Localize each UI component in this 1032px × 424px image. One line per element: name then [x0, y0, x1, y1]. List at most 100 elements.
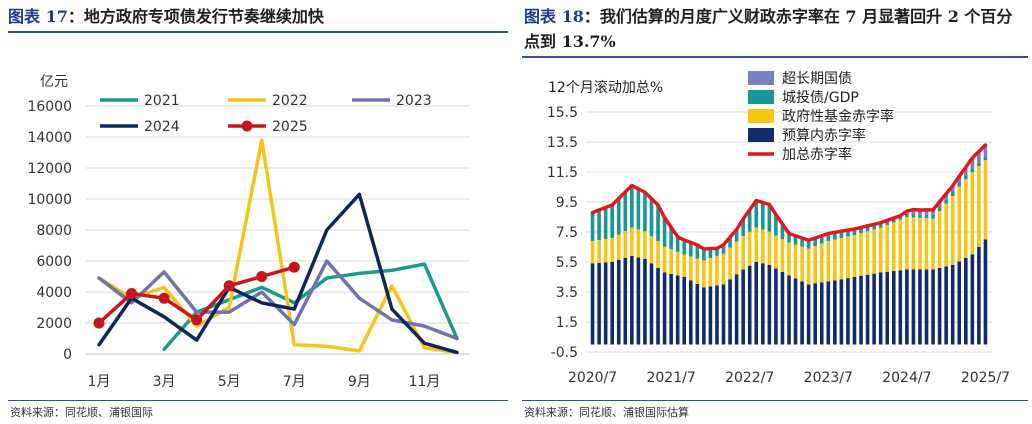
bar-segment-城投债/GDP — [891, 218, 896, 223]
left-source-note: 资料来源：同花顺、浦银国际 — [10, 406, 153, 419]
bar-segment-预算内赤字率 — [885, 271, 890, 345]
bar-segment-预算内赤字率 — [950, 265, 955, 345]
bar-segment-超长期国债 — [911, 209, 916, 215]
bar-segment-城投债/GDP — [610, 205, 614, 238]
bar-segment-超长期国债 — [970, 157, 975, 169]
bar-segment-预算内赤字率 — [819, 282, 824, 345]
bar-segment-超长期国债 — [964, 167, 968, 176]
bar-segment-预算内赤字率 — [826, 281, 831, 345]
right-x-tick-label: 2021/7 — [646, 370, 695, 386]
bar-segment-城投债/GDP — [865, 225, 870, 232]
bar-segment-城投债/GDP — [708, 248, 713, 258]
bar-segment-超长期国债 — [977, 151, 981, 163]
bar-segment-城投债/GDP — [839, 231, 844, 238]
bar-segment-城投债/GDP — [905, 213, 909, 217]
series-point-2025 — [191, 314, 203, 326]
bar-segment-政府性基金赤字率 — [918, 217, 922, 270]
bar-segment-政府性基金赤字率 — [603, 239, 608, 263]
bar-segment-政府性基金赤字率 — [800, 246, 804, 282]
bar-segment-预算内赤字率 — [898, 270, 903, 345]
bar-segment-城投债/GDP — [813, 238, 817, 246]
bar-segment-预算内赤字率 — [911, 269, 916, 345]
bar-segment-政府性基金赤字率 — [734, 241, 739, 275]
left-y-tick-label: 10000 — [27, 192, 72, 208]
right-y-axis-label: 12个月滚动加总% — [548, 79, 663, 96]
bar-segment-预算内赤字率 — [767, 265, 772, 345]
bar-segment-预算内赤字率 — [656, 268, 660, 345]
bar-segment-预算内赤字率 — [636, 257, 641, 345]
bar-segment-预算内赤字率 — [734, 274, 739, 345]
legend-label-2021: 2021 — [144, 93, 180, 109]
bar-segment-政府性基金赤字率 — [852, 235, 857, 277]
bar-segment-预算内赤字率 — [839, 279, 844, 345]
legend-marker-2025 — [241, 120, 253, 132]
bar-segment-预算内赤字率 — [931, 269, 935, 345]
legend-label-加总赤字率: 加总赤字率 — [782, 146, 852, 163]
bar-segment-预算内赤字率 — [695, 284, 700, 345]
bar-segment-城投债/GDP — [774, 214, 778, 236]
bar-segment-政府性基金赤字率 — [675, 251, 680, 276]
bar-segment-城投债/GDP — [688, 242, 693, 257]
bar-segment-预算内赤字率 — [964, 258, 968, 345]
left-y-tick-label: 2000 — [36, 316, 72, 332]
bar-segment-政府性基金赤字率 — [833, 239, 837, 281]
bar-segment-政府性基金赤字率 — [813, 246, 817, 284]
bar-segment-预算内赤字率 — [813, 283, 817, 345]
legend-label-2024: 2024 — [144, 119, 180, 135]
right-y-tick-label: 5.5 — [556, 255, 578, 271]
bar-segment-城投债/GDP — [747, 209, 752, 232]
bar-segment-城投债/GDP — [852, 229, 857, 235]
legend-swatch-预算内赤字率 — [748, 128, 774, 142]
left-x-tick-label: 11月 — [409, 374, 441, 390]
left-y-tick-label: 14000 — [27, 130, 72, 146]
bar-segment-政府性基金赤字率 — [721, 253, 726, 285]
bar-segment-政府性基金赤字率 — [656, 241, 660, 268]
bar-segment-超长期国债 — [944, 193, 948, 200]
bar-segment-预算内赤字率 — [977, 247, 981, 345]
right-source-note: 资料来源：同花顺、浦银国际估算 — [524, 406, 689, 419]
bar-segment-预算内赤字率 — [754, 262, 759, 345]
bar-segment-政府性基金赤字率 — [774, 235, 778, 269]
series-point-2025 — [126, 288, 138, 300]
bar-segment-城投债/GDP — [833, 232, 837, 240]
left-title-rule — [8, 31, 508, 33]
series-line-加总赤字率 — [590, 143, 988, 251]
legend-label-2023: 2023 — [396, 93, 432, 109]
bar-segment-政府性基金赤字率 — [728, 247, 732, 280]
bar-segment-城投债/GDP — [721, 244, 726, 254]
left-line-chart: 0 2000 4000 6000 8000 10000 12000 14000 16000 亿元 1… — [27, 74, 470, 390]
bar-segment-城投债/GDP — [669, 227, 673, 250]
bar-segment-预算内赤字率 — [630, 256, 634, 345]
bar-segment-政府性基金赤字率 — [623, 231, 628, 258]
bar-segment-城投债/GDP — [682, 240, 687, 255]
bar-segment-城投债/GDP — [918, 214, 922, 218]
bar-segment-政府性基金赤字率 — [905, 217, 909, 270]
bar-segment-城投债/GDP — [931, 214, 935, 219]
bar-segment-政府性基金赤字率 — [983, 160, 988, 240]
bar-segment-预算内赤字率 — [616, 260, 621, 345]
left-title-number: 17 — [45, 7, 68, 26]
series-point-2025 — [93, 317, 105, 329]
bar-segment-政府性基金赤字率 — [649, 236, 654, 264]
right-y-tick-label: 15.5 — [547, 105, 578, 121]
bar-segment-超长期国债 — [924, 209, 929, 215]
bar-segment-政府性基金赤字率 — [616, 234, 621, 260]
bar-segment-政府性基金赤字率 — [715, 255, 719, 286]
legend-label-城投债/GDP: 城投债/GDP — [782, 90, 859, 106]
right-x-tick-label: 2023/7 — [804, 370, 853, 386]
bar-segment-预算内赤字率 — [891, 271, 896, 345]
left-y-tick-label: 12000 — [27, 161, 72, 177]
right-x-tick-label: 2022/7 — [725, 370, 774, 386]
bar-segment-预算内赤字率 — [872, 273, 876, 345]
bar-segment-城投债/GDP — [597, 210, 601, 240]
bar-segment-超长期国债 — [950, 185, 955, 192]
bar-segment-城投债/GDP — [983, 157, 988, 160]
bar-segment-政府性基金赤字率 — [859, 233, 863, 276]
right-title-number: 18 — [561, 7, 584, 26]
bar-segment-超长期国债 — [918, 210, 922, 215]
left-x-tick-label: 3月 — [153, 374, 176, 390]
series-line-2023 — [97, 259, 459, 341]
bar-segment-城投债/GDP — [977, 162, 981, 166]
bar-segment-政府性基金赤字率 — [702, 260, 706, 288]
bar-segment-城投债/GDP — [741, 219, 745, 236]
